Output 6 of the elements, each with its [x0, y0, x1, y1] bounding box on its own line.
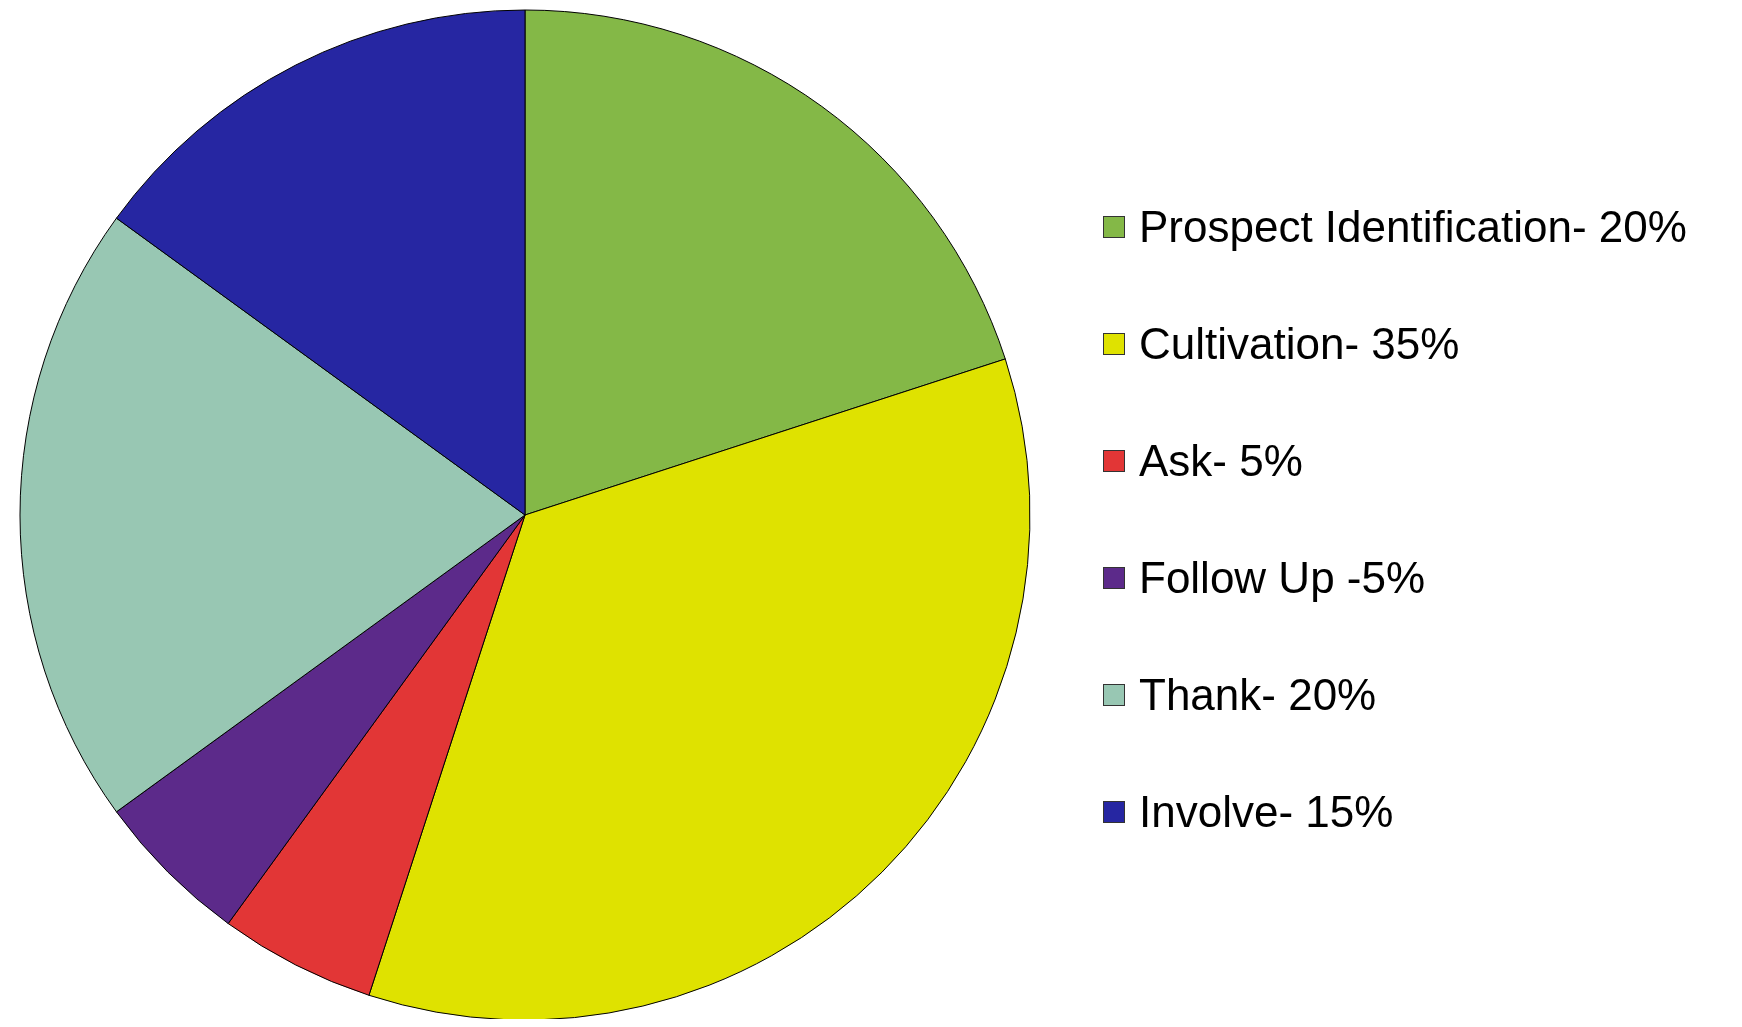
legend-label: Follow Up -5%	[1139, 552, 1426, 603]
legend-label: Thank- 20%	[1139, 669, 1377, 720]
legend-label: Prospect Identification- 20%	[1139, 201, 1687, 252]
legend-label: Ask- 5%	[1139, 435, 1303, 486]
legend-label: Cultivation- 35%	[1139, 318, 1460, 369]
legend-label: Involve- 15%	[1139, 786, 1394, 837]
